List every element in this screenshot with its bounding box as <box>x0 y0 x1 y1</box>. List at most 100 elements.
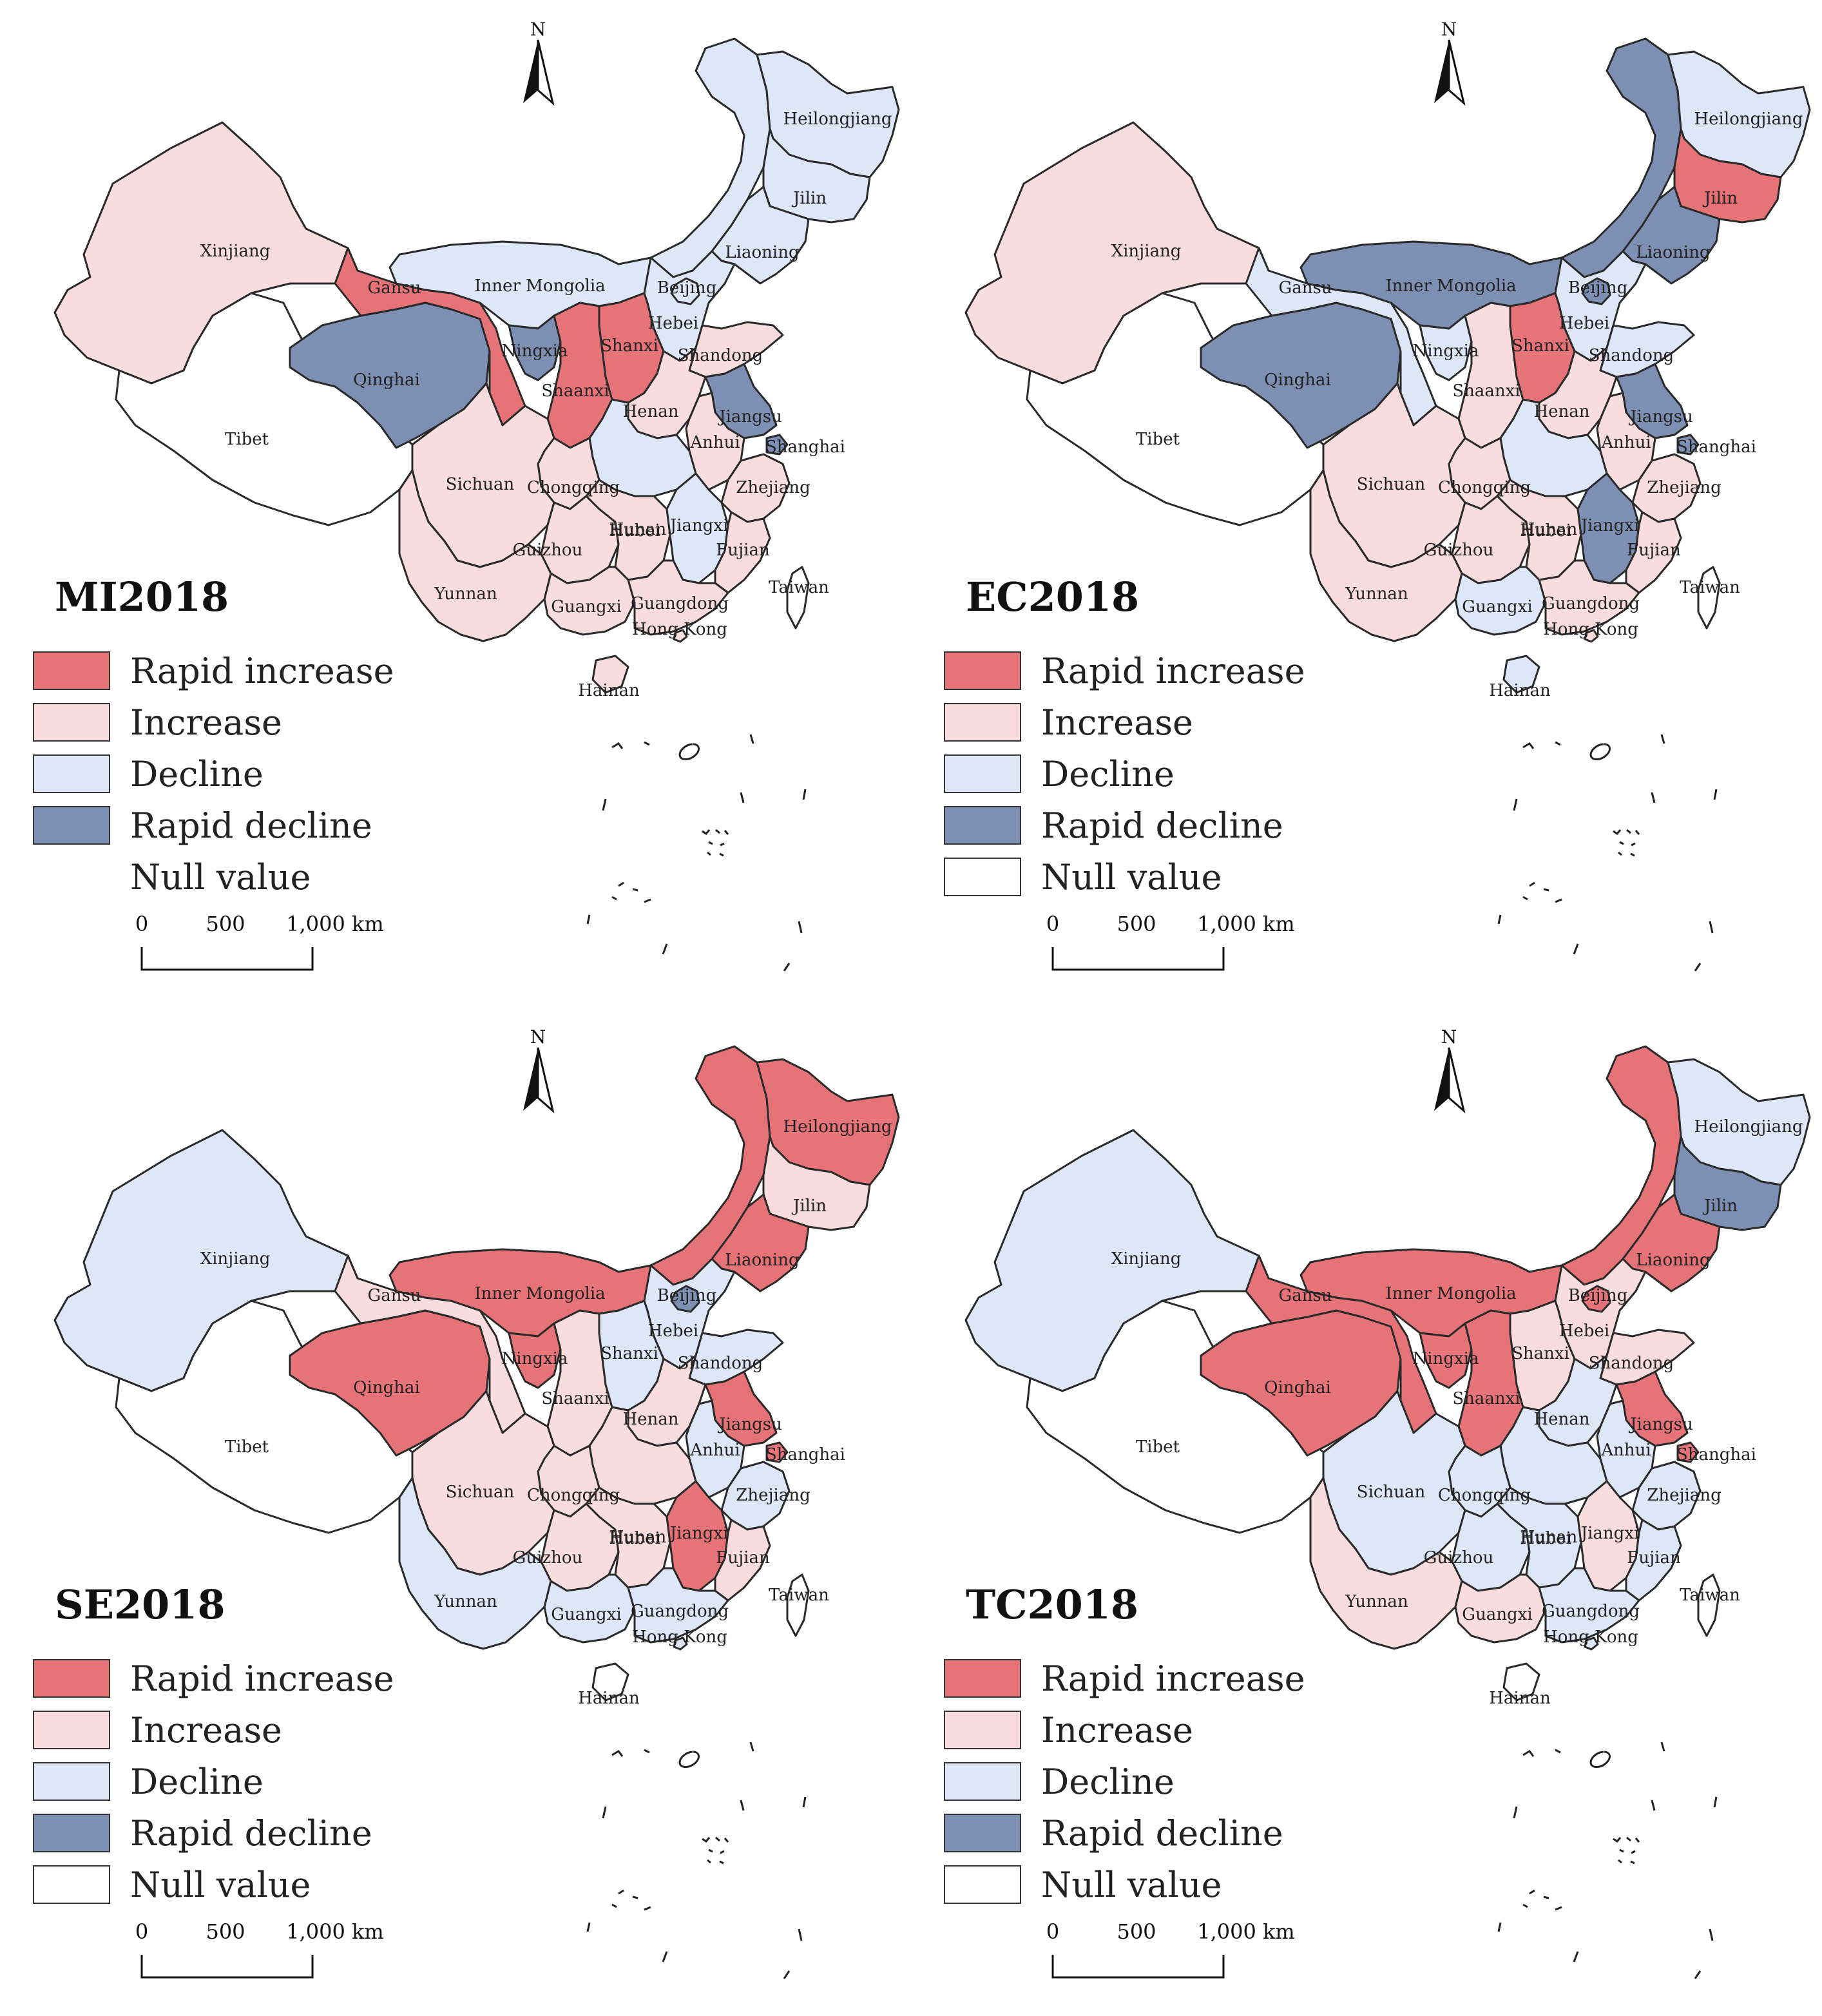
province-label-hebei: Hebei <box>1559 1321 1609 1341</box>
north-arrow-left-icon <box>1434 40 1449 103</box>
legend-label: Null value <box>1041 857 1222 898</box>
legend-swatch <box>33 1814 110 1852</box>
province-ningxia <box>508 1322 562 1389</box>
island-outline <box>1522 1742 1665 1769</box>
island-outline <box>586 881 651 925</box>
panel-title: EC2018 <box>966 573 1139 620</box>
province-hainan <box>1502 1662 1540 1702</box>
province-label-guizhou: Guizhou <box>1424 541 1494 560</box>
province-ningxia <box>508 314 562 381</box>
province-liaoning <box>711 1193 810 1292</box>
legend-swatch <box>944 1865 1021 1904</box>
province-label-henan: Henan <box>1533 1410 1589 1429</box>
province-taiwan <box>1697 566 1721 629</box>
province-label-anhui: Anhui <box>689 433 740 452</box>
province-label-ningxia: Ningxia <box>502 341 568 361</box>
province-shanghai <box>765 1441 789 1463</box>
province-label-fujian: Fujian <box>1627 541 1681 560</box>
province-label-tibet: Tibet <box>225 1437 269 1457</box>
province-label-heilongjiang: Heilongjiang <box>783 1117 892 1137</box>
province-label-liaoning: Liaoning <box>725 243 799 262</box>
south-sea-islands <box>1497 734 1718 972</box>
legend-item-decline: Decline <box>33 754 264 794</box>
province-label-sichuan: Sichuan <box>446 1483 515 1502</box>
province-label-hubei: Hubei <box>1520 521 1571 541</box>
legend-item-rapid-increase: Rapid increase <box>944 651 1305 691</box>
province-label-jiangsu: Jiangsu <box>717 1415 782 1434</box>
legend-label: Decline <box>130 754 264 794</box>
legend-swatch <box>944 754 1021 793</box>
legend-label: Null value <box>1041 1865 1222 1905</box>
island-outline <box>1513 1796 1718 1819</box>
province-label-hunan: Hunan <box>609 1528 667 1547</box>
province-label-shandong: Shandong <box>678 346 763 365</box>
legend-item-null-value: Null value <box>944 857 1222 898</box>
province-label-jiangxi: Jiangxi <box>1579 1524 1640 1543</box>
legend-label: Increase <box>130 702 282 743</box>
island-outline <box>1497 881 1562 925</box>
province-hainan <box>591 655 629 694</box>
legend-swatch <box>944 806 1021 845</box>
scale-bar-label: 0 <box>1046 912 1059 936</box>
legend-item-rapid-increase: Rapid increase <box>33 651 394 691</box>
province-label-zhejiang: Zhejiang <box>736 1486 810 1505</box>
province-label-henan: Henan <box>1533 402 1589 421</box>
province-label-gansu: Gansu <box>1278 1286 1332 1305</box>
province-layer <box>53 37 900 694</box>
province-liaoning <box>1622 1193 1721 1292</box>
province-label-hong-kong: Hong Kong <box>632 1627 727 1647</box>
province-label-qinghai: Qinghai <box>353 1378 420 1397</box>
province-xinjiang <box>53 121 359 385</box>
province-layer <box>53 1045 900 1702</box>
province-label-hunan: Hunan <box>609 520 667 539</box>
province-label-shanghai: Shanghai <box>1676 437 1756 457</box>
province-fujian <box>1625 1519 1682 1602</box>
province-label-yunnan: Yunnan <box>434 584 497 604</box>
legend-label: Increase <box>130 1710 282 1751</box>
province-label-henan: Henan <box>622 1410 678 1429</box>
province-label-guizhou: Guizhou <box>513 541 583 560</box>
province-liaoning <box>1622 186 1721 285</box>
province-label-beijing: Beijing <box>1568 278 1628 298</box>
province-label-liaoning: Liaoning <box>1636 1251 1710 1270</box>
province-label-jiangxi: Jiangxi <box>668 1524 729 1543</box>
province-hebei <box>1554 1258 1647 1370</box>
legend-swatch <box>944 1814 1021 1852</box>
legend-item-decline: Decline <box>944 1762 1175 1802</box>
legend-item-rapid-increase: Rapid increase <box>33 1658 394 1699</box>
province-label-chongqing: Chongqing <box>527 478 620 497</box>
province-xinjiang <box>964 1129 1270 1392</box>
province-label-shandong: Shandong <box>678 1354 763 1373</box>
province-label-hong-kong: Hong Kong <box>1543 1627 1638 1647</box>
province-label-tibet: Tibet <box>1136 430 1180 449</box>
legend-swatch <box>944 651 1021 690</box>
legend-item-null-value: Null value <box>944 1865 1222 1905</box>
province-label-hebei: Hebei <box>648 1321 698 1341</box>
province-hainan <box>1502 655 1540 694</box>
province-label-sichuan: Sichuan <box>1357 1483 1426 1502</box>
province-label-xinjiang: Xinjiang <box>1111 242 1182 261</box>
province-label-ningxia: Ningxia <box>1413 1349 1479 1368</box>
province-label-jilin: Jilin <box>791 189 827 208</box>
legend-swatch <box>33 1711 110 1749</box>
province-labels: Xinjiang Tibet Qinghai Gansu Inner Mongolia H… <box>1111 110 1803 700</box>
province-label-xinjiang: Xinjiang <box>1111 1249 1182 1269</box>
map-panel-mi2018: Xinjiang Tibet Qinghai Gansu Inner Mongolia H… <box>33 19 900 972</box>
map-panel-ec2018: Xinjiang Tibet Qinghai Gansu Inner Mongolia H… <box>944 19 1811 972</box>
scale-bar-label: 500 <box>1117 912 1156 936</box>
province-label-taiwan: Taiwan <box>769 578 829 597</box>
island-outline <box>662 921 803 972</box>
province-zhejiang <box>1631 1461 1702 1531</box>
scale-bar-label: 0 <box>135 912 148 936</box>
province-label-shanghai: Shanghai <box>1676 1445 1756 1464</box>
province-beijing <box>670 277 700 305</box>
province-label-hunan: Hunan <box>1520 1528 1578 1547</box>
legend-label: Rapid increase <box>130 1658 394 1699</box>
province-label-guangxi: Guangxi <box>1462 1605 1532 1624</box>
province-label-guizhou: Guizhou <box>1424 1548 1494 1568</box>
province-label-guangdong: Guangdong <box>631 594 729 613</box>
province-label-henan: Henan <box>622 402 678 421</box>
province-label-fujian: Fujian <box>716 1548 770 1568</box>
province-label-anhui: Anhui <box>1600 433 1651 452</box>
